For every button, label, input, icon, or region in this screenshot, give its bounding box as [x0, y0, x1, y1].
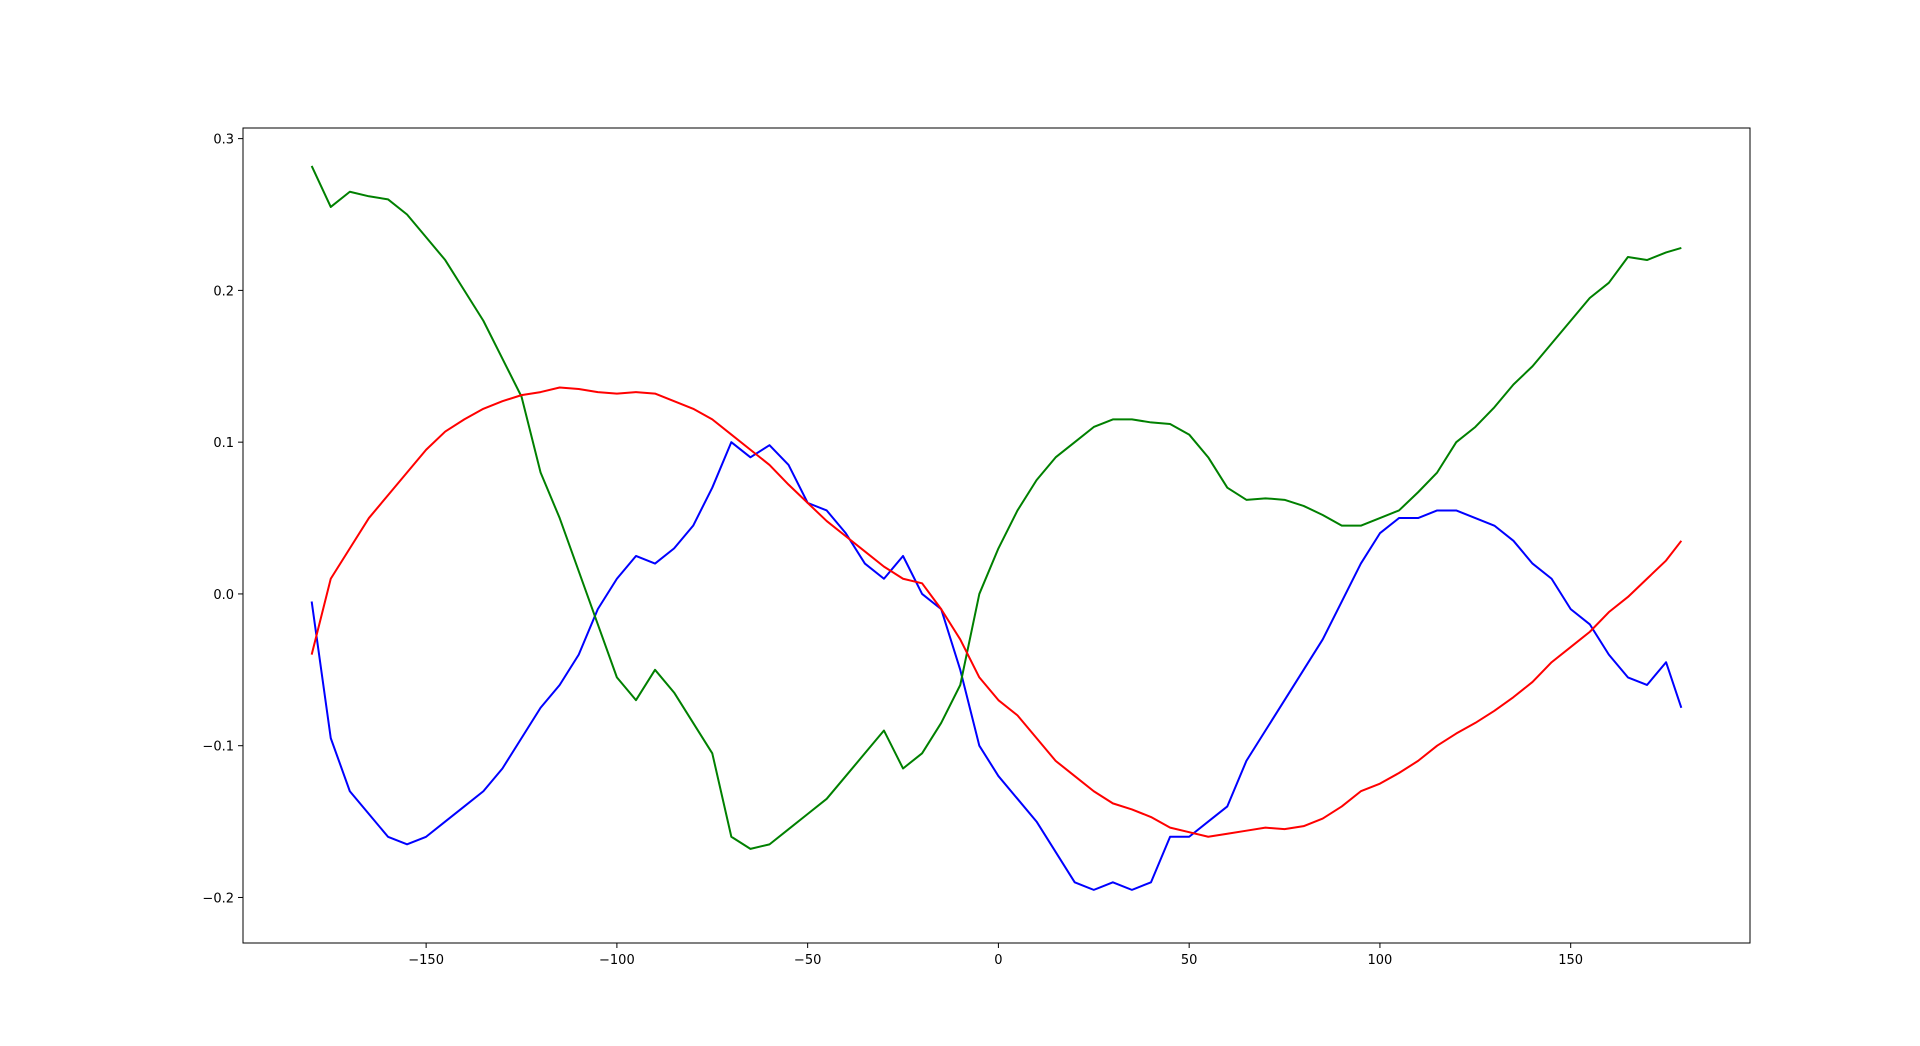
- y-tick-label: 0.3: [213, 133, 234, 148]
- line: [310, 165, 1682, 850]
- x-tick-label: 0: [994, 953, 1002, 968]
- y-tick-label: −0.1: [202, 740, 234, 755]
- x-tick-label: 150: [1558, 953, 1583, 968]
- x-tick-label: 100: [1368, 953, 1393, 968]
- x-tick-label: −50: [794, 953, 821, 968]
- line: [310, 386, 1683, 838]
- plot-frame: [242, 127, 1751, 944]
- line: [310, 441, 1683, 891]
- x-tick-label: 50: [1181, 953, 1198, 968]
- x-tick-label: −150: [408, 953, 444, 968]
- y-tick-label: −0.2: [202, 891, 234, 906]
- x-tick-label: −100: [599, 953, 635, 968]
- y-tick-label: 0.1: [213, 436, 234, 451]
- y-tick-label: 0.2: [213, 284, 234, 299]
- y-tick-label: 0.0: [213, 588, 234, 603]
